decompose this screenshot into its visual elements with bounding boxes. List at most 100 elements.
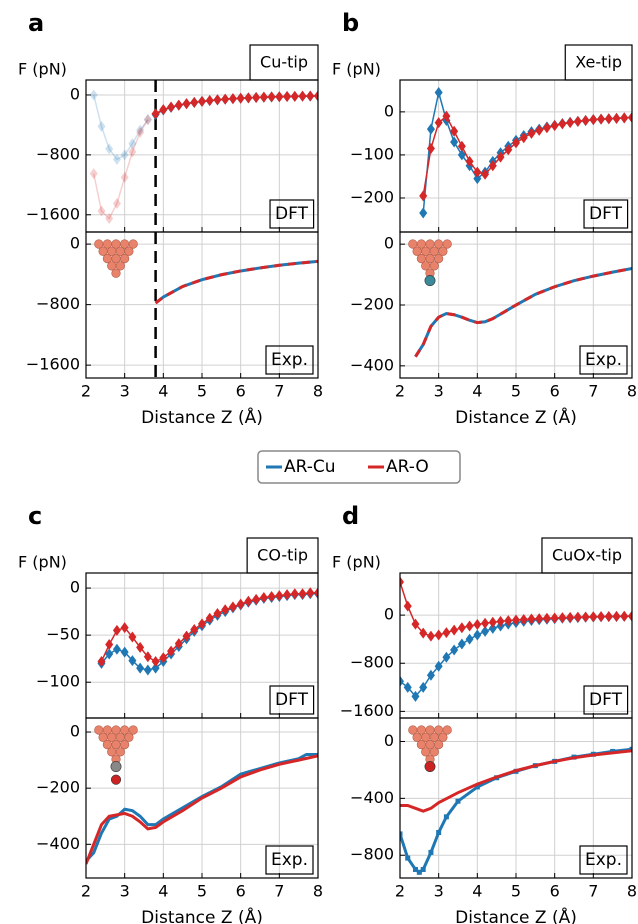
marker: [436, 829, 442, 835]
subplot-label: DFT: [275, 204, 309, 224]
subplot-label-box: [579, 345, 628, 375]
marker: [426, 123, 435, 135]
x-tick-label: 6: [550, 382, 560, 401]
plot-area: [89, 89, 318, 225]
x-tick-label: 2: [81, 882, 91, 901]
marker: [89, 89, 98, 101]
x-tick-label: 7: [588, 382, 598, 401]
marker: [558, 612, 567, 624]
marker: [112, 198, 121, 210]
marker: [159, 104, 168, 116]
series-line: [154, 259, 318, 305]
y-tick-label: −400: [350, 788, 394, 807]
marker: [128, 138, 137, 150]
marker: [298, 90, 307, 102]
marker: [151, 656, 160, 668]
marker: [97, 120, 106, 132]
tip-atom: [434, 254, 444, 264]
tip-label: Cu-tip: [260, 53, 308, 72]
x-tick-label: 2: [81, 382, 91, 401]
tip-label: CO-tip: [257, 546, 308, 565]
x-tick-label: 5: [511, 382, 521, 401]
marker: [120, 171, 129, 183]
marker: [434, 629, 443, 641]
marker: [190, 96, 199, 108]
y-tick-label: −100: [36, 672, 80, 691]
tip-apex-o: [110, 774, 122, 785]
marker: [112, 153, 121, 165]
marker: [143, 114, 152, 126]
marker: [143, 651, 152, 663]
plot-frame: [399, 717, 633, 879]
marker: [275, 91, 284, 103]
marker: [105, 648, 114, 660]
panel-label: b: [342, 9, 359, 37]
y-tick-label: −800: [350, 653, 394, 672]
subplot-label: DFT: [589, 690, 623, 710]
x-tick-label: 4: [158, 382, 168, 401]
marker: [473, 629, 482, 641]
x-tick-label: 8: [627, 382, 637, 401]
marker: [426, 630, 435, 642]
marker: [136, 641, 145, 653]
series-line: [93, 94, 149, 161]
marker: [213, 94, 222, 106]
marker: [457, 622, 466, 634]
marker: [174, 99, 183, 111]
y-tick-label: 0: [70, 578, 80, 597]
marker: [403, 681, 412, 693]
x-tick-label: 3: [120, 882, 130, 901]
marker: [442, 627, 451, 639]
marker: [290, 588, 299, 600]
y-tick-label: −1600: [340, 701, 394, 720]
marker: [527, 127, 536, 139]
marker: [105, 143, 114, 155]
plot-area: [97, 587, 318, 676]
marker: [159, 652, 168, 664]
marker: [143, 664, 152, 676]
marker: [474, 784, 480, 790]
tip-atom: [115, 747, 125, 757]
y-tick-label: 0: [70, 84, 80, 103]
marker: [428, 849, 434, 855]
series-line: [154, 259, 318, 305]
marker: [481, 168, 490, 180]
marker: [434, 660, 443, 672]
marker: [457, 149, 466, 161]
marker: [283, 589, 292, 601]
marker: [120, 646, 129, 658]
marker: [252, 593, 261, 605]
marker: [105, 213, 114, 225]
marker: [221, 93, 230, 105]
tip-atom: [442, 239, 452, 249]
marker: [105, 639, 114, 651]
marker: [314, 587, 318, 599]
x-tick-label: 6: [550, 882, 560, 901]
tip-label: CuOx-tip: [552, 546, 622, 565]
y-tick-label: 0: [384, 731, 394, 750]
tip-atom: [119, 254, 130, 264]
marker: [504, 144, 513, 156]
marker: [136, 124, 145, 136]
marker: [612, 610, 621, 622]
marker: [512, 614, 520, 626]
subplot-label: Exp.: [585, 850, 622, 870]
tip-atom: [429, 261, 439, 271]
marker: [167, 101, 176, 113]
marker: [174, 638, 183, 650]
subplot-label: Exp.: [271, 850, 308, 870]
y-tick-label: −100: [350, 144, 394, 163]
marker: [400, 576, 404, 588]
x-tick-label: 6: [236, 382, 246, 401]
marker: [244, 595, 253, 607]
y-axis-label: F (pN): [18, 60, 67, 79]
marker: [252, 91, 261, 103]
x-tick-label: 7: [588, 882, 598, 901]
tip-atom: [442, 725, 452, 735]
tip-atom: [128, 239, 138, 249]
marker: [443, 814, 449, 820]
y-axis-label: F (pN): [332, 553, 381, 572]
marker: [455, 798, 461, 804]
marker: [542, 612, 551, 624]
marker: [426, 142, 435, 154]
